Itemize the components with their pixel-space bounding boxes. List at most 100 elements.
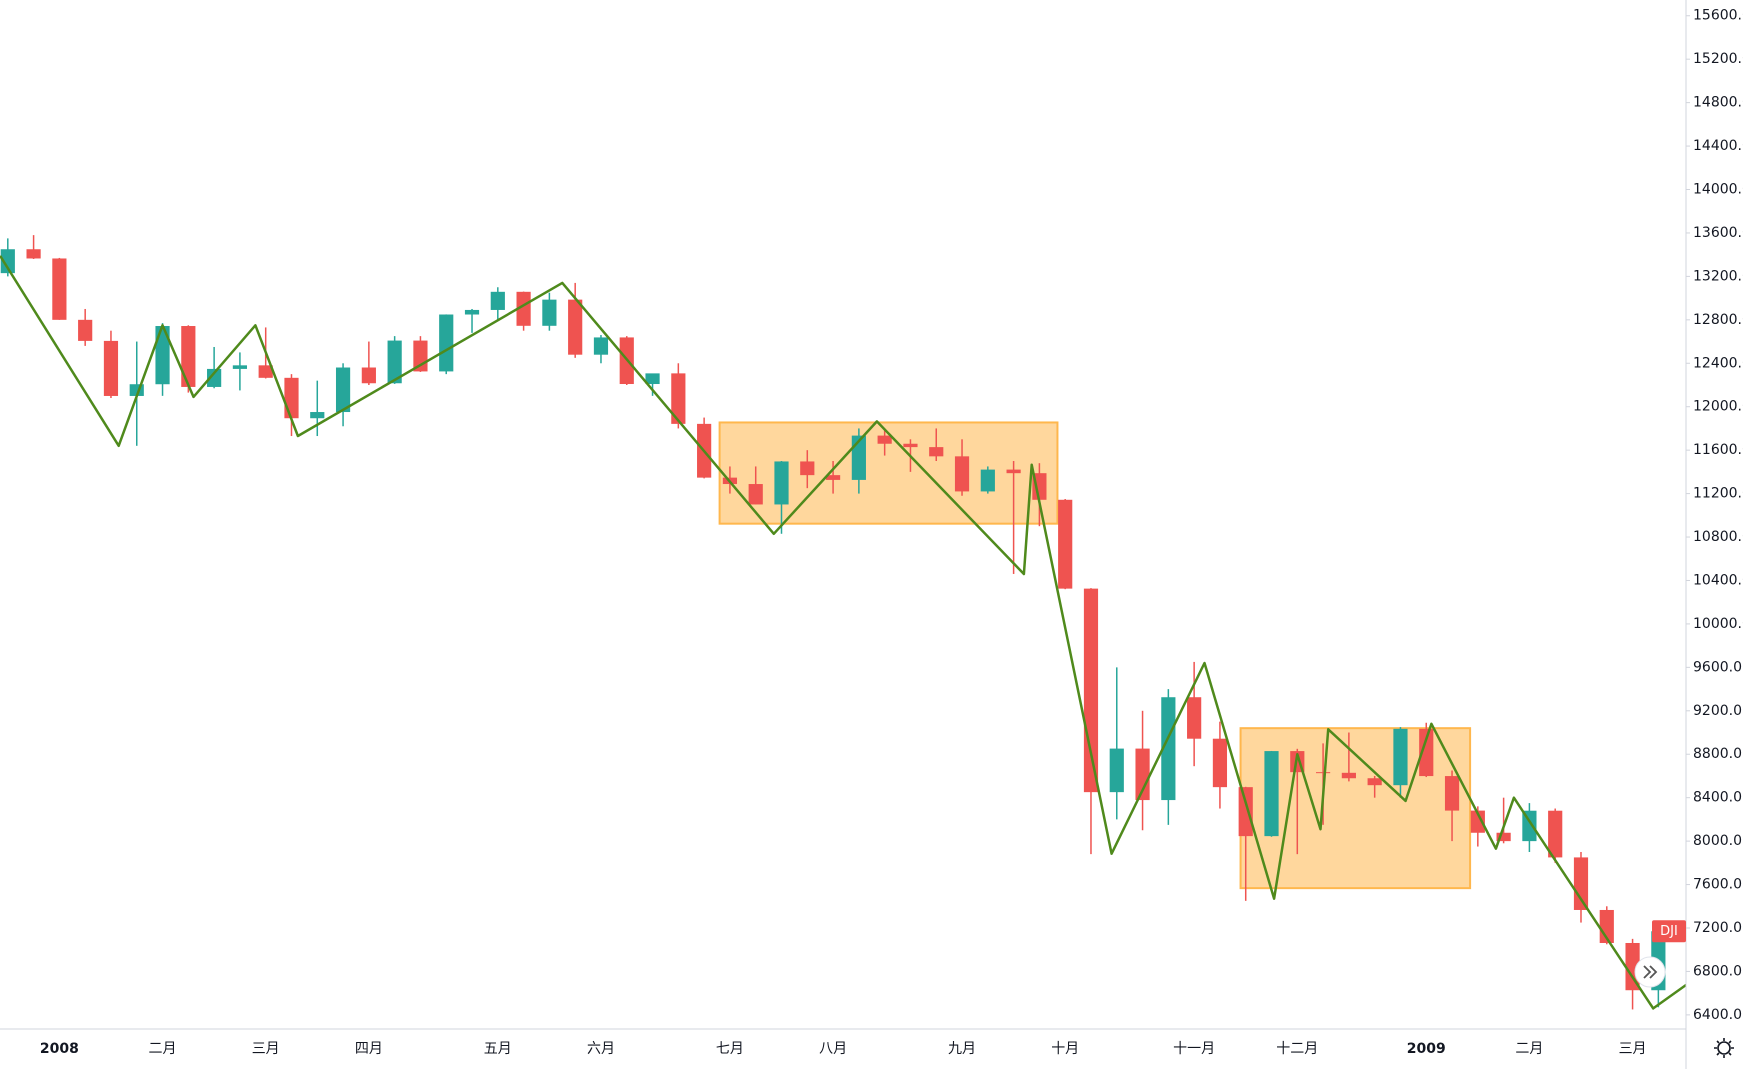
y-tick-label: 6400.0 [1693,1007,1742,1023]
candle-body [1238,787,1253,837]
y-tick-label: 7600.0 [1693,877,1742,893]
candle-body [207,368,222,387]
x-tick-label: 2009 [1407,1041,1446,1057]
candle-body [903,443,918,448]
candle-body [1135,748,1150,801]
candle-body [1212,738,1228,788]
y-tick-label: 9600.0 [1693,659,1742,675]
y-tick-label: 10000.0 [1693,616,1743,632]
x-tick-label: 五月 [484,1041,512,1057]
candle-body [1419,728,1434,777]
x-tick-label: 三月 [1619,1041,1647,1057]
x-tick-label: 三月 [252,1041,280,1057]
y-tick-label: 7200.0 [1693,920,1742,936]
y-tick-label: 6800.0 [1693,963,1742,979]
candle-body [0,249,15,274]
candle-body [335,367,351,413]
candle-body [593,337,609,355]
candle-body [1161,697,1176,801]
candle-body [1548,810,1563,858]
candle-body [103,340,119,396]
y-tick-label: 8800.0 [1693,746,1742,762]
x-tick-label: 四月 [355,1041,383,1057]
candle-body [671,373,686,424]
candle-body [1006,469,1021,474]
candle-body [954,456,970,492]
y-tick-label: 10400.0 [1693,572,1743,588]
y-tick-label: 12000.0 [1693,399,1743,415]
settings-button[interactable] [1714,1038,1734,1058]
candle-body [26,249,41,259]
candle-body [361,367,376,384]
candle-body [645,373,660,385]
candle-body [284,377,299,419]
x-tick-label: 2008 [40,1041,79,1057]
candle-body [387,340,402,384]
candle-body [877,435,892,444]
y-tick-label: 11600.0 [1693,442,1743,458]
plot-area [0,235,1686,1010]
candle-body [800,461,815,476]
y-tick-label: 14800.0 [1693,95,1743,111]
candle-body [155,326,170,385]
y-tick-label: 11200.0 [1693,486,1743,502]
x-tick-label: 十一月 [1173,1041,1215,1057]
symbol-tag: DJI [1660,924,1678,939]
x-tick-label: 九月 [948,1041,976,1057]
candle-body [129,384,144,396]
candle-body [1573,857,1589,910]
y-tick-label: 13600.0 [1693,225,1743,241]
x-tick-label: 二月 [149,1041,177,1057]
candle-body [490,291,505,310]
y-tick-label: 12800.0 [1693,312,1743,328]
candle-body [1315,772,1331,774]
candle-body [929,447,944,457]
y-tick-label: 14000.0 [1693,182,1743,198]
candle-body [1341,772,1356,779]
gear-teeth[interactable] [1714,1038,1734,1058]
candle-body [52,258,67,320]
candle-body [439,314,454,372]
candle-body [78,319,93,341]
candle-body [1367,778,1382,786]
candle-body [568,299,583,355]
candle-body [542,299,557,326]
y-tick-label: 12400.0 [1693,355,1743,371]
x-tick-label: 十月 [1051,1041,1079,1057]
candle-body [1393,728,1408,786]
x-tick-label: 六月 [587,1041,615,1057]
candle-body [774,461,789,505]
candle-body [748,484,763,505]
candle-body [1109,748,1124,793]
y-tick-label: 10800.0 [1693,529,1743,545]
candle-body [1470,810,1485,833]
y-tick-label: 15200.0 [1693,51,1743,67]
y-tick-label: 15600.0 [1693,8,1743,24]
scroll-button[interactable] [1634,956,1666,988]
scroll-icon[interactable] [1643,965,1658,979]
candle-body [1496,832,1511,842]
candle-body [516,291,531,326]
y-tick-label: 8000.0 [1693,833,1742,849]
candle-body [1083,588,1099,793]
candle-body [181,326,196,387]
candle-body [1264,751,1279,837]
candle-body [1522,810,1537,842]
y-tick-label: 13200.0 [1693,268,1743,284]
candle-body [464,309,480,315]
x-tick-label: 十二月 [1276,1041,1318,1057]
candle-body [232,365,248,369]
candle-body [980,469,995,492]
candle-body [310,412,325,419]
zigzag-line [0,255,1686,1010]
x-tick-label: 八月 [819,1041,847,1057]
candle-body [825,475,841,480]
candle-body [1187,697,1202,739]
candle-body [1444,776,1460,811]
y-tick-label: 8400.0 [1693,790,1742,806]
gear-icon[interactable] [1717,1041,1731,1055]
last-price-tag [1652,920,1686,943]
